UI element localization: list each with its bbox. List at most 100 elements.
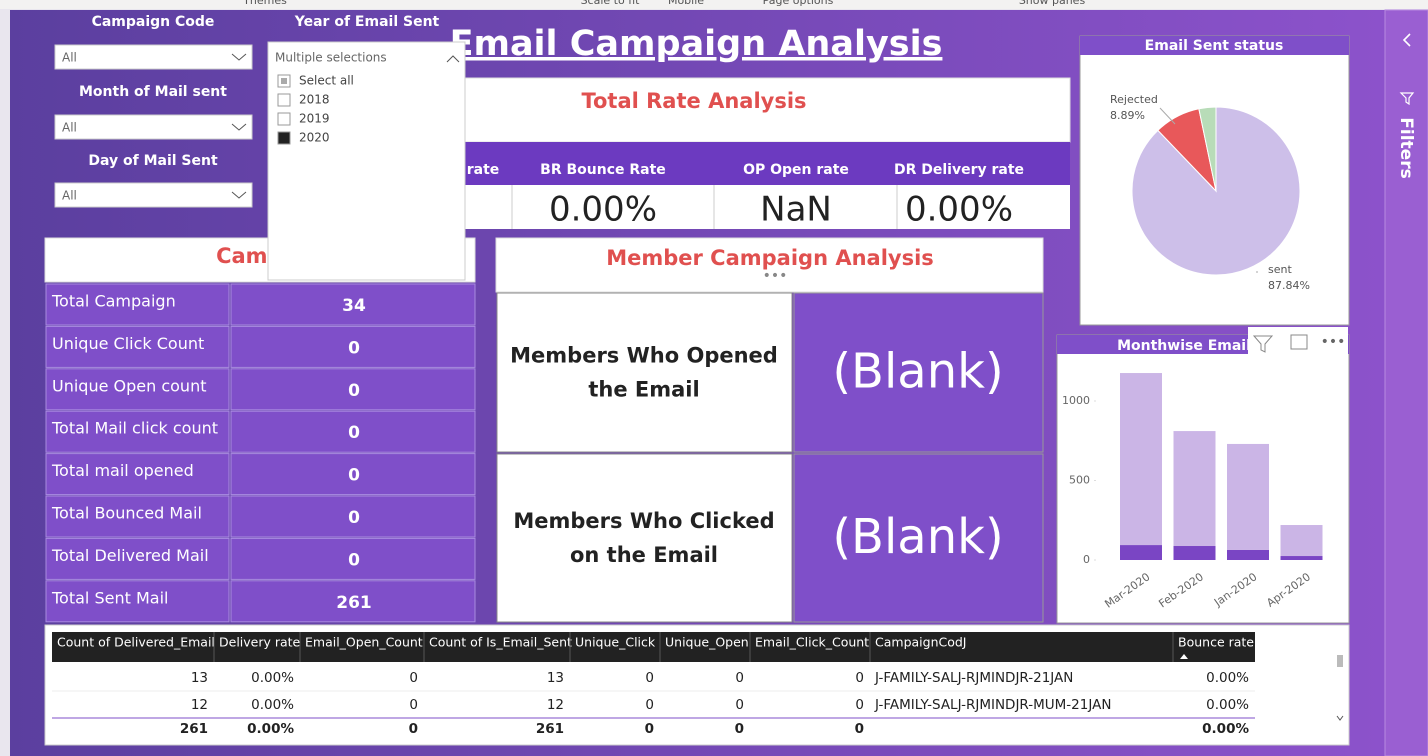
- table-cell: J-FAMILY-SALJ-RJMINDJR-MUM-21JAN: [874, 697, 1111, 713]
- value-cell: [230, 453, 476, 496]
- slicer-dropdown[interactable]: [54, 114, 253, 140]
- table-cell: 12: [191, 697, 208, 713]
- scrollbar[interactable]: [1337, 655, 1343, 667]
- table-cell: J-FAMILY-SALJ-RJMINDJR-21JAN: [874, 670, 1073, 686]
- label-cell: [45, 580, 230, 623]
- value-cell: [793, 453, 1044, 623]
- row-label: Total mail opened: [51, 461, 194, 480]
- row-label: Total Delivered Mail: [51, 546, 209, 565]
- label-cell: [45, 283, 230, 326]
- value-cell: [230, 283, 476, 326]
- value-cell: [230, 368, 476, 411]
- member-label: the Email: [588, 378, 699, 402]
- table-cell: 0: [855, 697, 864, 713]
- chevron: [231, 191, 247, 199]
- member-label: Members Who Clicked: [513, 509, 774, 533]
- slicer-label: Month of Mail sent: [79, 84, 227, 100]
- checkbox[interactable]: [277, 93, 291, 107]
- report-title: Email Campaign Analysis: [450, 24, 943, 64]
- bar-segment: [1120, 545, 1162, 560]
- label-cell: [45, 368, 230, 411]
- scroll-down[interactable]: [1336, 715, 1344, 721]
- member-value: (Blank): [832, 344, 1003, 400]
- value-cell: [230, 410, 476, 453]
- filters-label[interactable]: Filters: [1396, 117, 1416, 178]
- checkbox[interactable]: [277, 112, 291, 126]
- table-cell: 13: [191, 670, 208, 686]
- slicer-dropdown[interactable]: [54, 44, 253, 70]
- slicer-value: All: [62, 51, 77, 65]
- total-cell: 0: [409, 721, 418, 737]
- column-header: BR Bounce Rate: [540, 162, 666, 178]
- value-cell: [230, 580, 476, 623]
- label-cell: [496, 453, 793, 623]
- row-value: 0: [348, 423, 360, 443]
- total-cell: 0.00%: [1202, 721, 1249, 737]
- pie-label: Rejected: [1110, 93, 1158, 106]
- value-cell: [230, 537, 476, 580]
- total-cell: 0: [855, 721, 864, 737]
- filter-icon[interactable]: [1252, 335, 1274, 353]
- slicer-label: Year of Email Sent: [294, 14, 440, 30]
- label-cell: [45, 410, 230, 453]
- column-header: CampaignCodJ: [875, 635, 967, 650]
- bar-segment: [1280, 556, 1323, 560]
- chevron: [446, 55, 460, 63]
- chevron: [231, 53, 247, 61]
- label-cell: [45, 537, 230, 580]
- slicer-dropdown-open[interactable]: [267, 41, 466, 281]
- value-row: [465, 185, 1070, 229]
- row-value: 261: [336, 593, 372, 613]
- chart-title: Monthwise Email: [1117, 338, 1251, 354]
- pie-value-label: 8.89%: [1110, 109, 1145, 122]
- focus-icon[interactable]: [1290, 334, 1308, 350]
- slicer-label: Day of Mail Sent: [88, 153, 218, 169]
- rate-value: 0.00%: [549, 190, 657, 230]
- table-cell: 0.00%: [251, 697, 294, 713]
- y-tick-label: 0: [1083, 553, 1090, 566]
- column-header: Unique_Click: [575, 635, 656, 650]
- panel-title: Total Rate Analysis: [581, 89, 806, 113]
- filters-pane[interactable]: [1384, 9, 1428, 756]
- toolbar-item: Mobile: [668, 0, 704, 7]
- member-value: (Blank): [832, 509, 1003, 565]
- slicer-label: Campaign Code: [92, 14, 215, 30]
- table-cell: 0: [645, 670, 654, 686]
- chevron: [231, 123, 247, 131]
- column-header: Email_Open_Count: [305, 635, 423, 650]
- label-cell: [45, 495, 230, 538]
- member-label: on the Email: [570, 543, 718, 567]
- column-header: Bounce rate: [1178, 635, 1254, 650]
- sort-arrow: [1180, 654, 1188, 659]
- slicer-value: All: [62, 189, 77, 203]
- row-value: 0: [348, 381, 360, 401]
- label-cell: [45, 453, 230, 496]
- y-tick-label: 500: [1069, 474, 1090, 487]
- row-label: Unique Click Count: [52, 334, 204, 353]
- slicer-option: 2020: [299, 131, 330, 145]
- checkbox[interactable]: [277, 131, 291, 145]
- rate-value: NaN: [760, 190, 832, 230]
- label-cell: [496, 292, 793, 453]
- toolbar-item: Themes: [242, 0, 287, 7]
- total-cell: 0: [735, 721, 744, 737]
- row-label: Total Bounced Mail: [51, 504, 202, 523]
- total-cell: 0: [645, 721, 654, 737]
- panel-title: Member Campaign Analysis: [606, 246, 934, 270]
- column-header: OP Open rate: [743, 162, 849, 178]
- slicer-dropdown[interactable]: [54, 182, 253, 208]
- toolbar-item: Page options: [763, 0, 834, 7]
- collapse-icon[interactable]: [1402, 33, 1411, 47]
- row-value: 0: [348, 550, 360, 570]
- y-tick-label: 1000: [1062, 394, 1090, 407]
- table-cell: 12: [547, 697, 564, 713]
- row-label: Total Sent Mail: [51, 588, 168, 607]
- bar-segment: [1173, 431, 1216, 547]
- table-cell: 0: [855, 670, 864, 686]
- panel-header: [464, 77, 1071, 143]
- leader-line: [1159, 107, 1176, 125]
- row-value: 34: [342, 296, 366, 316]
- column-header: rate: [467, 162, 500, 178]
- total-cell: 261: [180, 721, 208, 737]
